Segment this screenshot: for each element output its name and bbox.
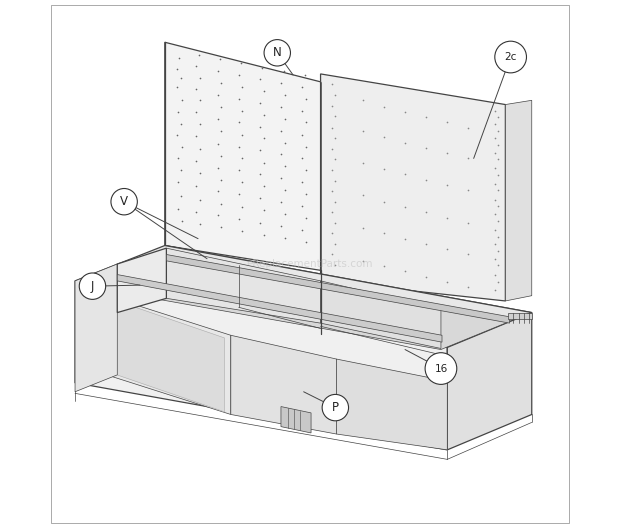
Polygon shape <box>505 100 532 301</box>
Circle shape <box>264 40 290 66</box>
Polygon shape <box>117 248 166 313</box>
Text: N: N <box>273 46 281 59</box>
Text: 16: 16 <box>435 364 448 373</box>
Polygon shape <box>117 275 442 342</box>
Polygon shape <box>75 281 447 450</box>
Text: J: J <box>91 280 94 293</box>
Text: eReplacementParts.com: eReplacementParts.com <box>247 259 373 269</box>
Text: V: V <box>120 195 128 208</box>
Circle shape <box>425 353 457 384</box>
Text: 2c: 2c <box>505 52 517 62</box>
Circle shape <box>322 394 348 421</box>
Polygon shape <box>231 335 337 434</box>
Polygon shape <box>89 291 224 412</box>
Circle shape <box>495 41 526 73</box>
Circle shape <box>79 273 105 299</box>
Polygon shape <box>75 264 117 392</box>
Circle shape <box>111 188 138 215</box>
Polygon shape <box>166 254 510 323</box>
Polygon shape <box>447 313 532 450</box>
Polygon shape <box>82 288 231 414</box>
Polygon shape <box>165 42 321 270</box>
Polygon shape <box>321 74 505 301</box>
Polygon shape <box>75 246 532 347</box>
Polygon shape <box>94 259 511 350</box>
Text: P: P <box>332 401 339 414</box>
Polygon shape <box>337 359 447 450</box>
Polygon shape <box>166 248 321 323</box>
Polygon shape <box>281 407 311 433</box>
Polygon shape <box>508 313 532 319</box>
Polygon shape <box>321 281 441 348</box>
